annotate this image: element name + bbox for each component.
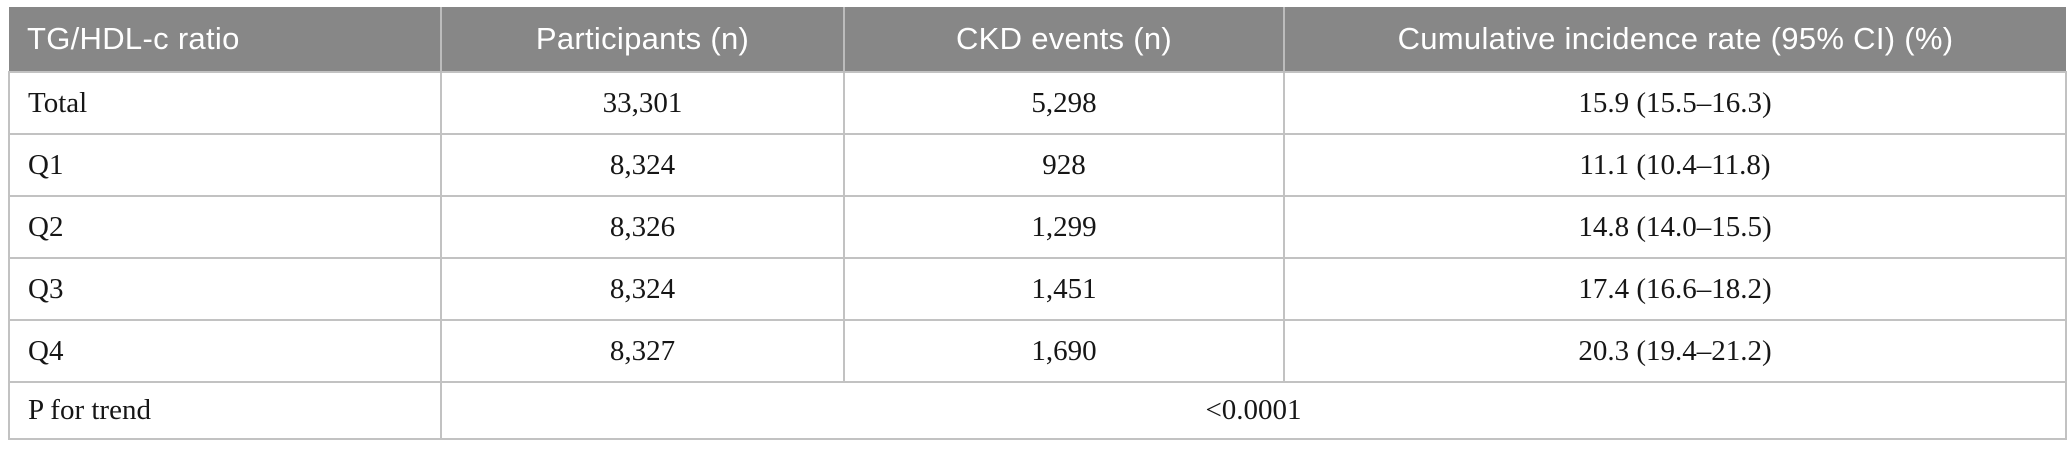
cell-participants-q3: 8,324 bbox=[440, 257, 845, 321]
table-row-p-for-trend: P for trend <0.0001 bbox=[8, 381, 2067, 440]
cell-group-q3: Q3 bbox=[8, 257, 442, 321]
cell-p-for-trend-label: P for trend bbox=[8, 381, 442, 440]
cell-incidence-q3: 17.4 (16.6–18.2) bbox=[1283, 257, 2067, 321]
table-row-q3: Q3 8,324 1,451 17.4 (16.6–18.2) bbox=[8, 257, 2067, 321]
cell-participants-q4: 8,327 bbox=[440, 319, 845, 383]
cell-ckd-events-q3: 1,451 bbox=[843, 257, 1285, 321]
header-cell-ckd-events: CKD events (n) bbox=[843, 7, 1284, 72]
cell-incidence-q1: 11.1 (10.4–11.8) bbox=[1283, 133, 2067, 197]
cell-incidence-q2: 14.8 (14.0–15.5) bbox=[1283, 195, 2067, 259]
table-row-total: Total 33,301 5,298 15.9 (15.5–16.3) bbox=[8, 71, 2067, 135]
cell-ckd-events-total: 5,298 bbox=[843, 71, 1285, 135]
cell-incidence-q4: 20.3 (19.4–21.2) bbox=[1283, 319, 2067, 383]
table-row-q2: Q2 8,326 1,299 14.8 (14.0–15.5) bbox=[8, 195, 2067, 259]
header-row: TG/HDL-c ratio Participants (n) CKD even… bbox=[9, 7, 2066, 72]
table-body: Total 33,301 5,298 15.9 (15.5–16.3) Q1 8… bbox=[8, 71, 2067, 440]
header-cell-tg-hdl-ratio: TG/HDL-c ratio bbox=[9, 7, 441, 72]
table-header: TG/HDL-c ratio Participants (n) CKD even… bbox=[9, 7, 2066, 72]
cell-participants-q2: 8,326 bbox=[440, 195, 845, 259]
header-cell-cumulative-incidence: Cumulative incidence rate (95% CI) (%) bbox=[1283, 7, 2066, 72]
cell-group-q1: Q1 bbox=[8, 133, 442, 197]
table-row-q1: Q1 8,324 928 11.1 (10.4–11.8) bbox=[8, 133, 2067, 197]
cell-ckd-events-q1: 928 bbox=[843, 133, 1285, 197]
table-row-q4: Q4 8,327 1,690 20.3 (19.4–21.2) bbox=[8, 319, 2067, 383]
cell-incidence-total: 15.9 (15.5–16.3) bbox=[1283, 71, 2067, 135]
cell-participants-total: 33,301 bbox=[440, 71, 845, 135]
incidence-table: TG/HDL-c ratio Participants (n) CKD even… bbox=[8, 7, 2067, 440]
cell-group-q4: Q4 bbox=[8, 319, 442, 383]
header-cell-participants: Participants (n) bbox=[440, 7, 844, 72]
cell-ckd-events-q2: 1,299 bbox=[843, 195, 1285, 259]
cell-participants-q1: 8,324 bbox=[440, 133, 845, 197]
cell-group-q2: Q2 bbox=[8, 195, 442, 259]
cell-group-total: Total bbox=[8, 71, 442, 135]
cell-p-for-trend-value: <0.0001 bbox=[440, 381, 2067, 440]
incidence-table-container: TG/HDL-c ratio Participants (n) CKD even… bbox=[8, 7, 2067, 440]
cell-ckd-events-q4: 1,690 bbox=[843, 319, 1285, 383]
